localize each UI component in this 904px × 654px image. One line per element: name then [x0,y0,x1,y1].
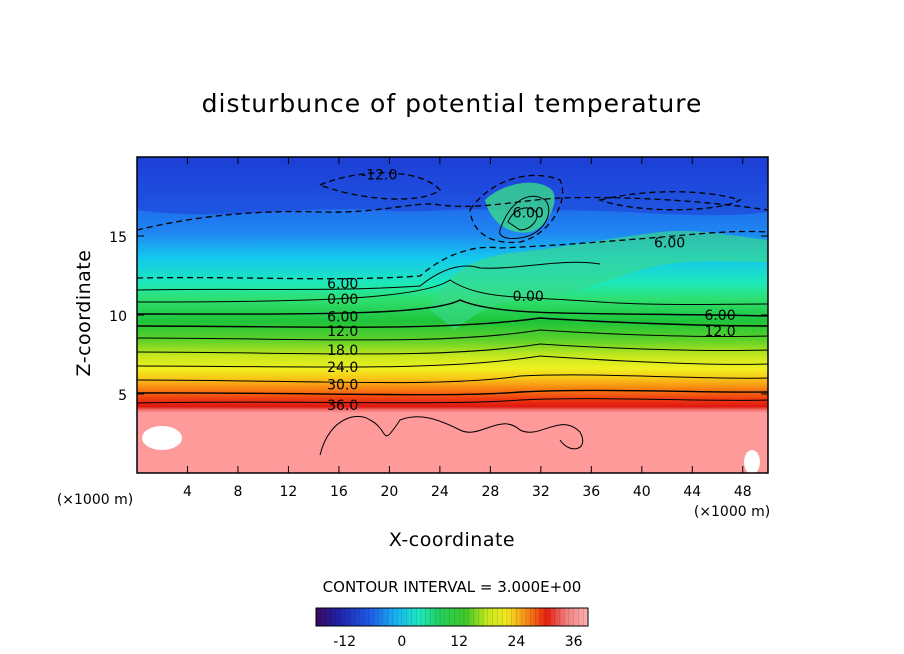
white-patch-right [744,450,760,473]
y-axis-label: Z-coordinate [73,250,95,377]
colorbar-ticks: -12 0 12 24 36 [333,634,582,650]
contour-label: 12.0 [704,324,735,340]
contour-lines [137,195,768,456]
x-axis: 4 8 12 16 20 24 28 32 36 40 44 48 [183,157,752,500]
field-plume [430,230,768,330]
x-tick-label: 28 [481,484,499,500]
colorbar-tick-label: 0 [397,634,406,650]
colorbar-tick-label: 24 [508,634,526,650]
field-low-band [137,157,768,216]
contour-label: 6.00 [704,308,735,324]
y-tick-label: 10 [109,309,127,325]
contour-label: 12.0 [327,324,358,340]
x-unit-left: (×1000 m) [57,492,133,508]
colorbar-tick-label: 36 [565,634,583,650]
x-tick-label: 32 [532,484,550,500]
x-tick-label: 24 [431,484,449,500]
chart-title: disturbunce of potential temperature [202,89,703,118]
contour-label: 36.0 [327,398,358,414]
x-axis-label: X-coordinate [389,529,515,551]
contour-label: 6.00 [513,205,544,221]
y-axis: 5 10 15 [109,230,768,404]
x-tick-label: 20 [380,484,398,500]
contour-label: 6.00 [654,235,685,251]
contour-label: 6.00 [327,276,358,292]
colorbar-tick-label: 12 [450,634,468,650]
colorbar-divisions [315,608,589,626]
x-tick-label: 40 [633,484,651,500]
contour-label: 0.00 [513,289,544,305]
colorbar [315,607,589,627]
contour-label: 0.00 [327,292,358,308]
contour-lines-dashed [137,172,768,280]
y-tick-label: 15 [109,230,127,246]
field-plume-core [485,182,555,233]
contour-label: 30.0 [327,378,358,394]
x-tick-label: 16 [330,484,348,500]
contour-interval-label: CONTOUR INTERVAL = 3.000E+00 [323,578,582,596]
contour-label: 18.0 [327,343,358,359]
contour-label: -12.0 [361,167,397,183]
plot-area [137,157,768,473]
x-tick-label: 36 [582,484,600,500]
white-patch-left [142,426,182,450]
x-unit-right: (×1000 m) [694,504,770,520]
x-tick-label: 48 [734,484,752,500]
x-tick-label: 12 [280,484,298,500]
contour-label: 6.00 [327,310,358,326]
colorbar-tick-label: -12 [333,634,356,650]
x-tick-label: 4 [183,484,192,500]
x-tick-label: 44 [683,484,701,500]
x-tick-label: 8 [233,484,242,500]
y-tick-label: 5 [118,388,127,404]
contour-label: 24.0 [327,360,358,376]
